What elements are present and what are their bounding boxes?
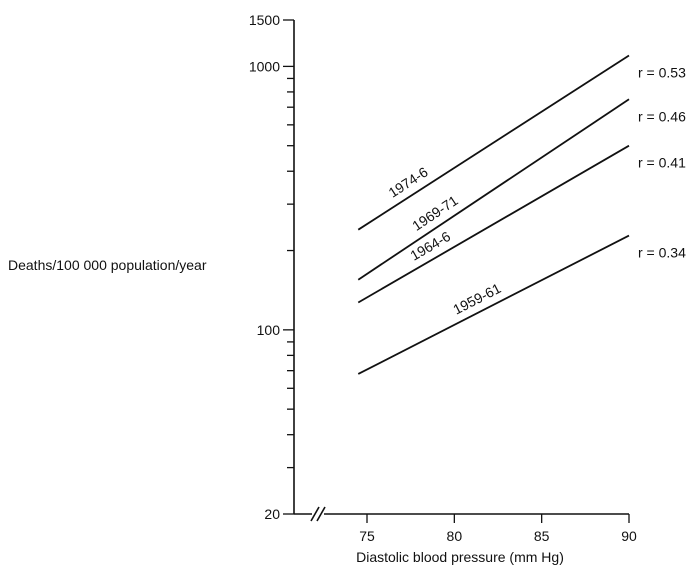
r-label-1959-61: r = 0.34 <box>638 245 686 261</box>
series-line-1974-6 <box>357 54 630 231</box>
y-tick-label-100: 100 <box>257 322 281 338</box>
y-tick-label-20: 20 <box>264 506 280 522</box>
y-ticks: 20 100 1000 1500 <box>249 12 294 522</box>
x-tick-label-90: 90 <box>621 528 637 544</box>
x-ticks: 75 80 85 90 <box>359 514 637 544</box>
r-label-1969-71: r = 0.46 <box>638 108 686 124</box>
r-label-1974-6: r = 0.53 <box>638 64 686 80</box>
x-tick-label-80: 80 <box>447 528 463 544</box>
series-line-1969-71 <box>357 98 630 281</box>
x-axis-break-mark-1 <box>310 506 320 522</box>
series-line-1959-61 <box>357 234 630 375</box>
x-axis-break-mark-2 <box>316 506 326 522</box>
series-label-1964-6: 1964-6 <box>407 228 453 264</box>
series-line-1964-6 <box>357 144 630 304</box>
x-axis <box>294 506 629 522</box>
series-label-1974-6: 1974-6 <box>385 164 430 201</box>
x-tick-label-85: 85 <box>534 528 550 544</box>
y-axis-label: Deaths/100 000 population/year <box>8 257 207 273</box>
x-tick-label-75: 75 <box>359 528 375 544</box>
r-label-1964-6: r = 0.41 <box>638 155 686 171</box>
x-axis-label: Diastolic blood pressure (mm Hg) <box>356 549 564 565</box>
y-tick-label-1000: 1000 <box>249 58 280 74</box>
y-tick-label-1500: 1500 <box>249 12 280 28</box>
series-label-1959-61: 1959-61 <box>450 280 503 318</box>
